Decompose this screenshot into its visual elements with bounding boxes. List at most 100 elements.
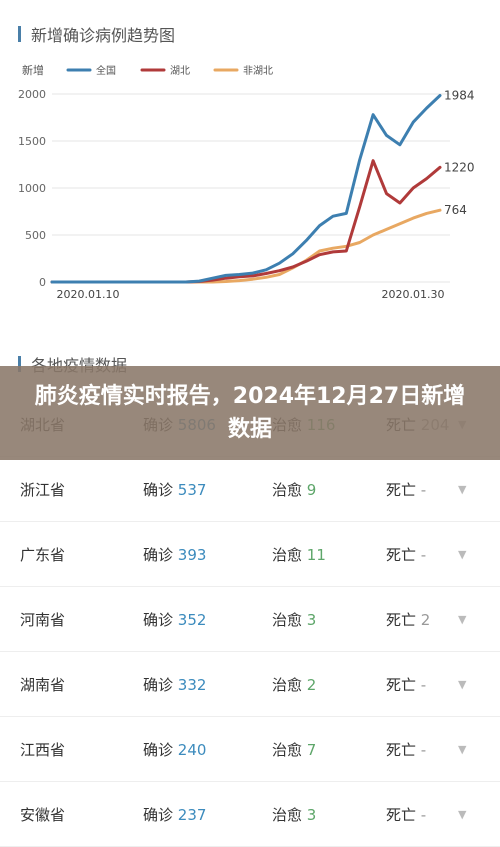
- end-data-label: 1984: [444, 89, 475, 103]
- death-cell: 死亡 2: [386, 609, 430, 630]
- province-name: 广东省: [20, 546, 66, 564]
- confirmed-value: 240: [177, 741, 207, 759]
- chevron-down-icon[interactable]: ▼: [458, 483, 467, 496]
- death-label: 死亡: [386, 611, 417, 629]
- end-data-label: 1220: [444, 160, 475, 174]
- death-cell: 死亡 -: [386, 739, 426, 760]
- death-label: 死亡: [386, 741, 417, 759]
- row-divider: [0, 781, 500, 782]
- province-name: 河南省: [20, 611, 66, 629]
- confirmed-cell: 确诊 240: [143, 739, 206, 760]
- death-value: -: [420, 741, 427, 759]
- end-data-label: 764: [444, 203, 467, 217]
- confirmed-label: 确诊: [143, 481, 174, 499]
- death-label: 死亡: [386, 676, 417, 694]
- confirmed-label: 确诊: [143, 676, 174, 694]
- death-label: 死亡: [386, 806, 417, 824]
- province-name: 湖南省: [20, 676, 66, 694]
- death-label: 死亡: [386, 546, 417, 564]
- confirmed-value: 393: [177, 546, 207, 564]
- table-row[interactable]: 湖南省 确诊 332 治愈 2 死亡 - ▼: [0, 652, 500, 717]
- series-line-national: [50, 94, 442, 284]
- confirmed-value: 237: [177, 806, 207, 824]
- cured-value: 9: [306, 481, 317, 499]
- confirmed-cell: 确诊 393: [143, 544, 206, 565]
- chevron-down-icon[interactable]: ▼: [458, 743, 467, 756]
- cured-value: 3: [306, 806, 317, 824]
- legend-label: 湖北: [170, 65, 190, 77]
- y-tick-label: 500: [25, 229, 46, 242]
- cured-cell: 治愈 11: [272, 544, 326, 565]
- table-row[interactable]: 江西省 确诊 240 治愈 7 死亡 - ▼: [0, 717, 500, 782]
- table-row[interactable]: 浙江省 确诊 537 治愈 9 死亡 - ▼: [0, 457, 500, 522]
- chart-title: 新增确诊病例趋势图: [18, 22, 175, 46]
- row-divider: [0, 716, 500, 717]
- cured-label: 治愈: [272, 806, 303, 824]
- table-row[interactable]: 河南省 确诊 352 治愈 3 死亡 2 ▼: [0, 587, 500, 652]
- confirmed-value: 332: [177, 676, 207, 694]
- title-accent-bar: [18, 26, 21, 42]
- confirmed-value: 537: [177, 481, 207, 499]
- headline-text: 肺炎疫情实时报告，2024年12月27日新增数据: [34, 384, 466, 442]
- province-name: 安徽省: [20, 806, 66, 824]
- series-line-non-hubei: [50, 208, 442, 284]
- confirmed-cell: 确诊 332: [143, 674, 206, 695]
- confirmed-cell: 确诊 352: [143, 609, 206, 630]
- y-tick-label: 1500: [18, 135, 46, 148]
- legend-label: 非湖北: [243, 65, 273, 77]
- death-cell: 死亡 -: [386, 544, 426, 565]
- section-accent-bar: [18, 356, 21, 372]
- cured-value: 11: [306, 546, 326, 564]
- death-cell: 死亡 -: [386, 479, 426, 500]
- confirmed-label: 确诊: [143, 611, 174, 629]
- y-tick-label: 2000: [18, 88, 46, 101]
- cured-cell: 治愈 2: [272, 674, 316, 695]
- cured-cell: 治愈 9: [272, 479, 316, 500]
- y-axis-label: 新增: [22, 63, 44, 77]
- cured-value: 7: [306, 741, 317, 759]
- province-name: 浙江省: [20, 481, 66, 499]
- chevron-down-icon[interactable]: ▼: [458, 613, 467, 626]
- cured-cell: 治愈 3: [272, 804, 316, 825]
- y-tick-label: 1000: [18, 182, 46, 195]
- confirmed-label: 确诊: [143, 546, 174, 564]
- table-row[interactable]: 广东省 确诊 393 治愈 11 死亡 - ▼: [0, 522, 500, 587]
- cured-cell: 治愈 3: [272, 609, 316, 630]
- death-value: -: [420, 546, 427, 564]
- row-divider: [0, 651, 500, 652]
- legend-label: 全国: [96, 64, 116, 77]
- table-row[interactable]: 安徽省 确诊 237 治愈 3 死亡 - ▼: [0, 782, 500, 847]
- province-name: 江西省: [20, 741, 66, 759]
- cured-label: 治愈: [272, 611, 303, 629]
- cured-label: 治愈: [272, 481, 303, 499]
- confirmed-label: 确诊: [143, 806, 174, 824]
- death-cell: 死亡 -: [386, 674, 426, 695]
- row-divider: [0, 586, 500, 587]
- chevron-down-icon[interactable]: ▼: [458, 548, 467, 561]
- confirmed-label: 确诊: [143, 741, 174, 759]
- death-cell: 死亡 -: [386, 804, 426, 825]
- death-value: 2: [420, 611, 431, 629]
- cured-value: 3: [306, 611, 317, 629]
- cured-label: 治愈: [272, 741, 303, 759]
- chevron-down-icon[interactable]: ▼: [458, 808, 467, 821]
- cured-label: 治愈: [272, 676, 303, 694]
- chart-title-text: 新增确诊病例趋势图: [31, 26, 176, 45]
- cured-value: 2: [306, 676, 317, 694]
- headline-banner: 肺炎疫情实时报告，2024年12月27日新增数据: [0, 366, 500, 460]
- death-label: 死亡: [386, 481, 417, 499]
- death-value: -: [420, 676, 427, 694]
- confirmed-value: 352: [177, 611, 207, 629]
- cured-label: 治愈: [272, 546, 303, 564]
- chevron-down-icon[interactable]: ▼: [458, 678, 467, 691]
- y-tick-label: 0: [39, 276, 46, 289]
- death-value: -: [420, 806, 427, 824]
- death-value: -: [420, 481, 427, 499]
- confirmed-cell: 确诊 237: [143, 804, 206, 825]
- x-tick-label: 2020.01.30: [382, 288, 445, 301]
- cured-cell: 治愈 7: [272, 739, 316, 760]
- x-tick-label: 2020.01.10: [57, 288, 120, 301]
- line-chart: 新增 全国 湖北 非湖北 0 500 1000 1500 2000 2020.01.10 2020.…: [18, 63, 475, 301]
- row-divider: [0, 521, 500, 522]
- confirmed-cell: 确诊 537: [143, 479, 206, 500]
